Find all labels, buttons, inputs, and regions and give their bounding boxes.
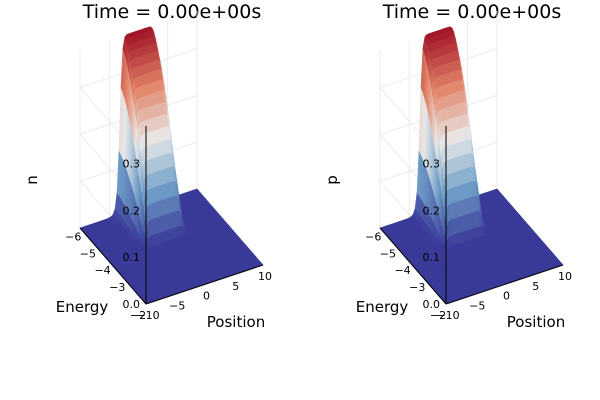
x-tick-label: −5: [169, 299, 185, 312]
z-axis-label: n: [23, 175, 41, 185]
x-tick-label: 5: [232, 280, 239, 293]
x-tick-label: 0: [203, 290, 210, 303]
panel-title: Time = 0.00e+00s: [82, 1, 262, 23]
y-tick-label: −5: [80, 247, 96, 260]
y-tick-label: −4: [94, 264, 110, 277]
z-tick-label: 0.2: [123, 204, 141, 217]
z-tick-label: 0.3: [123, 157, 141, 170]
y-tick-label: −6: [65, 230, 81, 243]
x-tick-label: 10: [258, 270, 272, 283]
panel-n: Time = 0.00e+00s 0.00.10.20.3−3−4−5−6−10…: [23, 1, 272, 331]
panel-p: Time = 0.00e+00s 0.00.10.20.3−3−4−5−6−10…: [323, 1, 572, 331]
x-axis-label: Position: [207, 313, 265, 331]
panel-title: Time = 0.00e+00s: [382, 1, 562, 23]
y-axis-label: Energy: [56, 298, 109, 316]
y-tick-label: −2: [130, 309, 146, 322]
z-tick-label: 0.1: [123, 251, 141, 264]
y-tick-label: −3: [109, 281, 125, 294]
